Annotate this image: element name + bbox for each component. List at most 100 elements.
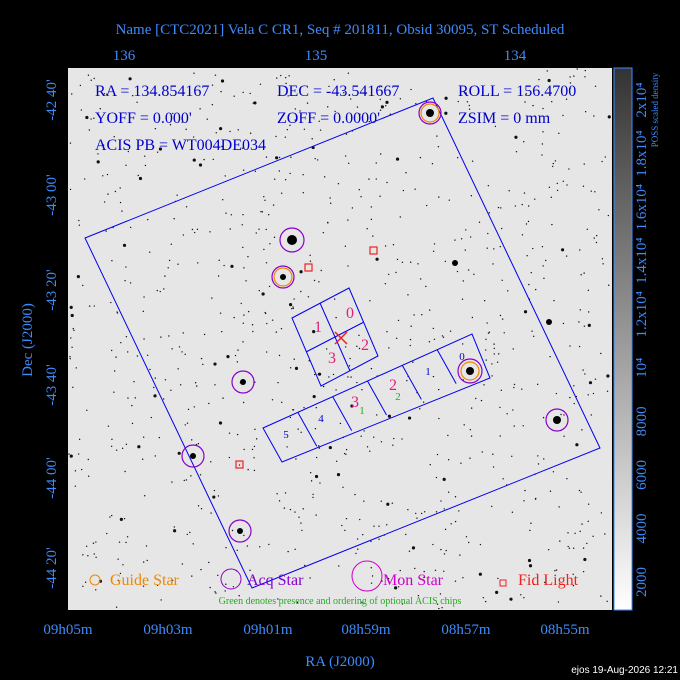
optional-chip-label: 2 [395,391,401,403]
star [193,72,195,74]
star [287,550,289,553]
star [290,156,292,158]
chip-label: 1 [314,319,322,336]
star [488,212,491,214]
star [149,368,151,371]
star [221,145,223,148]
star [128,77,132,81]
star [347,219,349,221]
colorbar-label: 1.2x10⁴ [634,291,650,337]
star [303,406,305,409]
star [462,577,464,579]
star [606,374,610,378]
star [247,468,249,471]
star [247,256,249,258]
star [312,394,316,399]
star [292,306,294,308]
star [77,453,80,455]
star [78,438,81,441]
star [541,143,544,145]
star [469,236,472,238]
star [572,573,574,576]
chip-divider [367,380,387,416]
star [343,452,346,455]
bright-star [553,416,561,424]
star [296,601,299,604]
star [315,514,317,516]
star [454,580,457,582]
star [573,75,575,77]
star [280,74,282,77]
star [608,284,610,286]
star [460,238,463,240]
star [288,303,293,307]
star [332,373,335,376]
star [116,312,119,314]
star [106,532,108,535]
star [414,188,416,190]
star [582,185,585,187]
star [170,389,172,391]
star [156,289,158,292]
star [547,78,551,83]
star [569,345,571,347]
star [143,338,145,340]
star [467,269,470,271]
star [562,322,565,325]
star [178,346,181,348]
star [319,482,321,484]
star [433,338,436,340]
star [491,375,493,377]
info-ra: RA = 134.854167 [95,83,209,100]
star [272,204,275,206]
star [601,258,604,260]
star [550,196,553,199]
acq-stars [181,101,569,543]
star [217,140,219,143]
star [590,414,592,416]
star [414,567,416,570]
star [327,221,329,224]
star [544,581,546,584]
star [395,271,397,274]
star [328,376,330,378]
star [314,474,319,479]
colorbar-label: 1.8x10⁴ [634,130,650,176]
star [450,523,452,525]
star [247,310,250,313]
star [85,115,89,120]
star [359,113,361,115]
star [562,114,564,117]
star [545,259,547,262]
star [269,243,271,245]
star [572,547,575,549]
star [241,224,243,226]
star [363,500,365,502]
star [160,599,162,601]
star [380,500,382,502]
star [573,385,575,387]
star [131,94,134,97]
x-axis-title: RA (J2000) [305,654,375,670]
legend-label: Fid Light [518,572,579,589]
star [313,373,316,376]
star [182,234,185,236]
star [471,160,474,162]
star [283,507,286,509]
star [113,136,115,138]
star [493,347,495,350]
star [385,105,387,107]
star [225,583,227,585]
field-of-view [84,97,601,589]
star [242,322,245,324]
star [255,232,257,234]
star [465,536,468,538]
chip-label: 0 [346,305,354,322]
star [491,363,493,365]
star [294,119,296,121]
star [350,404,354,408]
star [74,470,77,472]
colorbar-label: 4000 [634,513,650,543]
star [358,347,361,350]
